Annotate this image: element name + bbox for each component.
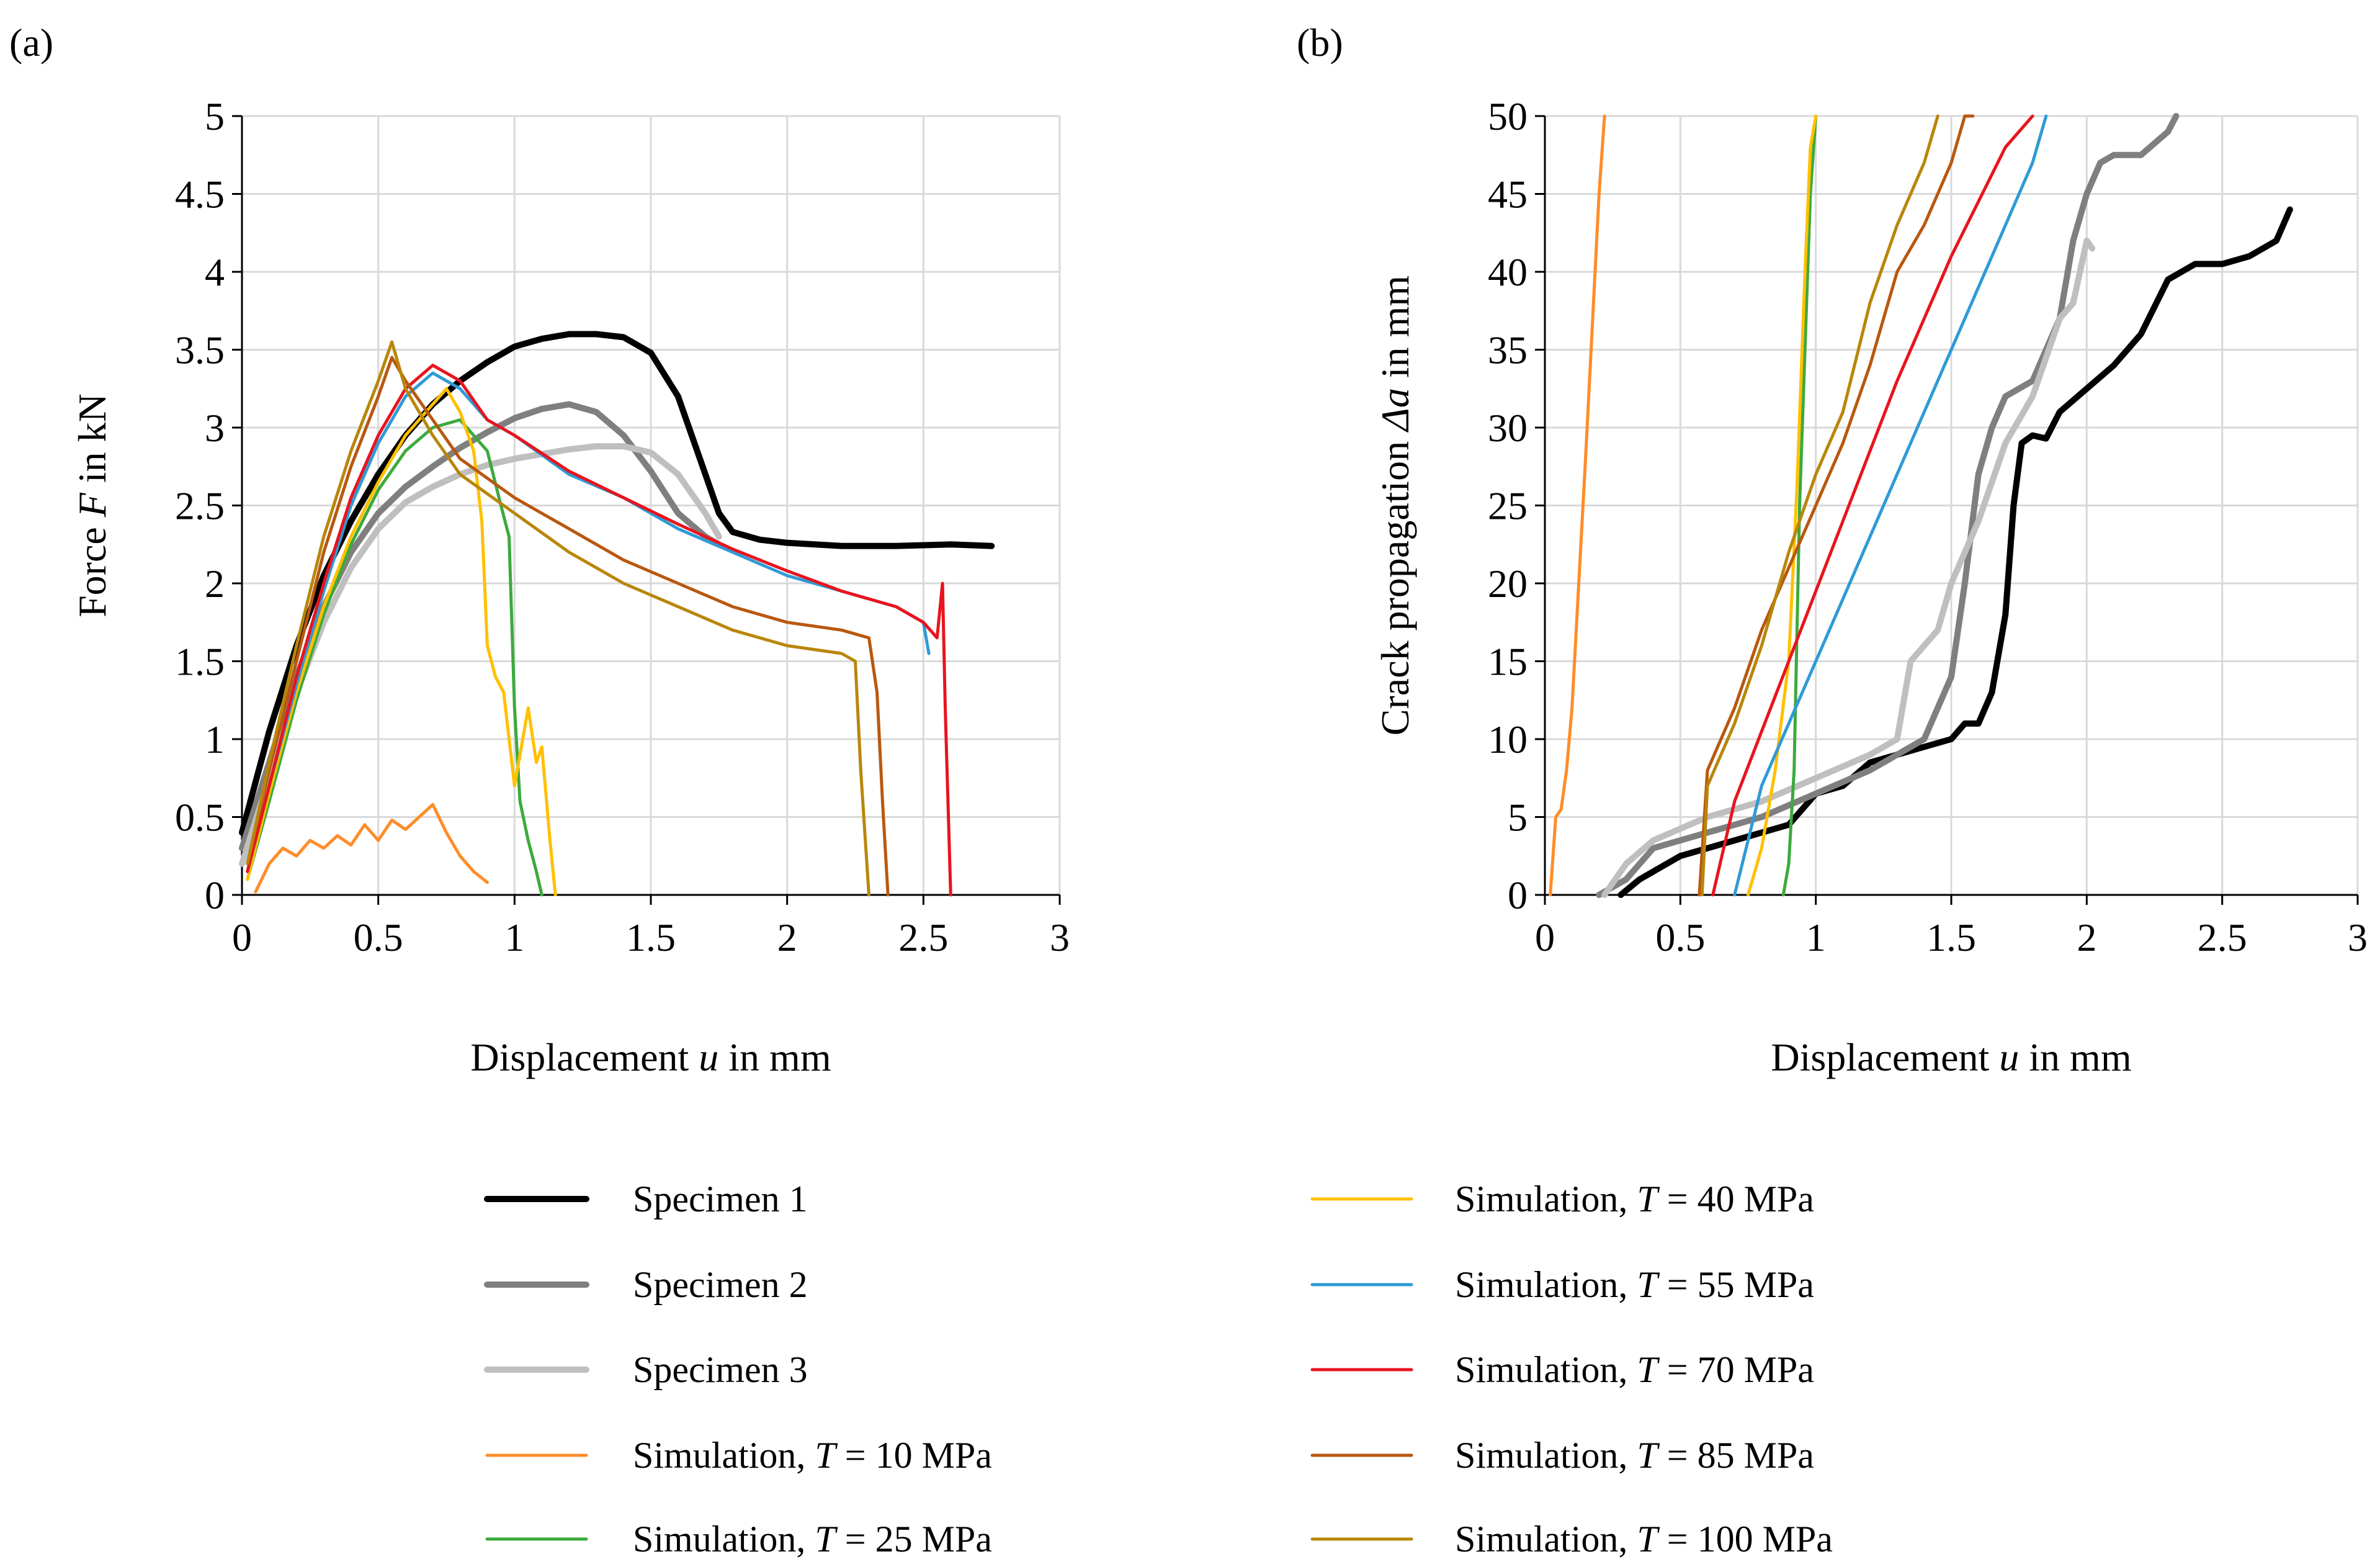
- series-line-specimen_1: [1617, 206, 2293, 898]
- series-line-sim_25: [1781, 114, 1818, 897]
- legend-label: Simulation, T = 100 MPa: [1455, 1519, 1833, 1560]
- series-line-sim_85: [246, 356, 890, 897]
- y-tick-label: 1.5: [175, 640, 225, 684]
- legend-label: Simulation, T = 40 MPa: [1455, 1179, 1814, 1219]
- x-tick-label: 1: [504, 915, 524, 959]
- legend-label: Simulation, T = 10 MPa: [633, 1435, 992, 1476]
- y-tick-label: 15: [1488, 640, 1528, 684]
- x-tick-label: 1.5: [1926, 915, 1976, 959]
- series-line-sim_100: [246, 340, 870, 897]
- legend-label: Simulation, T = 70 MPa: [1455, 1349, 1814, 1390]
- y-tick-label: 0.5: [175, 796, 225, 840]
- x-tick-label: 0: [1535, 915, 1555, 959]
- series-line-sim_100: [1700, 114, 1939, 897]
- y-tick-label: 1: [205, 717, 225, 761]
- legend-label: Specimen 3: [633, 1349, 808, 1390]
- legend-item-sim_10: Simulation, T = 10 MPa: [485, 1435, 992, 1476]
- y-tick-label: 50: [1488, 94, 1528, 138]
- chart-panel-b: (b)0 0.5 1 1.5 2 2.5 305101520253035404550Disp…: [1297, 20, 2368, 1079]
- x-tick-label: 0.5: [1655, 915, 1705, 959]
- y-tick-label: 5: [205, 94, 225, 138]
- legend-label: Simulation, T = 25 MPa: [633, 1519, 992, 1560]
- y-tick-label: 3.5: [175, 328, 225, 372]
- legend-item-specimen_2: Specimen 2: [484, 1264, 808, 1305]
- series-line-specimen_3: [239, 443, 722, 867]
- y-tick-label: 35: [1488, 328, 1528, 372]
- series-line-sim_10: [1549, 114, 1606, 897]
- series-group: [1549, 113, 2293, 898]
- y-tick-label: 4.5: [175, 173, 225, 217]
- series-line-sim_55: [1733, 114, 2048, 897]
- legend-item-sim_25: Simulation, T = 25 MPa: [485, 1519, 992, 1560]
- y-tick-label: 3: [205, 406, 225, 450]
- panel-label: (a): [9, 20, 53, 65]
- y-tick-label: 45: [1488, 173, 1528, 217]
- legend-label: Specimen 2: [633, 1264, 808, 1305]
- legend-item-specimen_3: Specimen 3: [484, 1349, 808, 1390]
- x-tick-label: 3: [2348, 915, 2368, 959]
- legend-item-sim_85: Simulation, T = 85 MPa: [1310, 1435, 1814, 1476]
- x-tick-label: 1: [1806, 915, 1826, 959]
- series-line-specimen_1: [239, 331, 995, 836]
- y-tick-label: 2: [205, 562, 225, 606]
- y-tick-label: 5: [1508, 796, 1528, 840]
- series-line-sim_40: [1747, 114, 1818, 897]
- y-tick-label: 4: [205, 250, 225, 294]
- y-tick-label: 0: [1508, 873, 1528, 917]
- legend-label: Simulation, T = 55 MPa: [1455, 1264, 1814, 1305]
- chart-panel-a: (a) 0 0.5 1 1.5 2 2.5 3 0 0.5 1 1.5 2 2.5 3 3.5 4 4.5 5 Dis…: [9, 20, 1070, 1079]
- series-line-specimen_3: [1601, 237, 2096, 898]
- x-tick-label: 2.5: [898, 915, 948, 959]
- series-line-specimen_2: [1596, 113, 2180, 898]
- series-line-sim_10: [254, 802, 489, 894]
- legend-item-sim_40: Simulation, T = 40 MPa: [1310, 1179, 1814, 1219]
- x-tick-label: 3: [1050, 915, 1070, 959]
- y-tick-label: 2.5: [175, 484, 225, 528]
- y-tick-label: 0: [205, 873, 225, 917]
- y-axis-label: Crack propagation Δa in mm: [1373, 276, 1417, 735]
- legend-item-sim_70: Simulation, T = 70 MPa: [1310, 1349, 1814, 1390]
- y-tick-label: 20: [1488, 562, 1528, 606]
- series-line-sim_70: [1711, 114, 2034, 897]
- y-axis-label: Force F in kN: [70, 393, 114, 617]
- legend: Specimen 1 Specimen 2 Specimen 3 Simulation…: [484, 1179, 1833, 1560]
- legend-item-specimen_1: Specimen 1: [484, 1179, 808, 1219]
- y-tick-label: 30: [1488, 406, 1528, 450]
- x-tick-label: 0.5: [354, 915, 403, 959]
- x-tick-label: 2: [777, 915, 797, 959]
- y-tick-label: 40: [1488, 250, 1528, 294]
- x-axis-label: Displacement u in mm: [470, 1035, 831, 1079]
- x-axis-label: Displacement u in mm: [1771, 1035, 2131, 1079]
- series-line-sim_85: [1698, 114, 1975, 897]
- series-line-sim_40: [246, 387, 557, 897]
- legend-item-sim_55: Simulation, T = 55 MPa: [1310, 1264, 1814, 1305]
- x-tick-label: 2: [2077, 915, 2096, 959]
- grid: [242, 115, 1061, 895]
- legend-label: Specimen 1: [633, 1179, 808, 1219]
- series-line-sim_70: [246, 364, 952, 897]
- y-tick-label: 25: [1488, 484, 1528, 528]
- x-tick-label: 1.5: [626, 915, 676, 959]
- legend-label: Simulation, T = 85 MPa: [1455, 1435, 1814, 1476]
- x-tick-label: 2.5: [2198, 915, 2247, 959]
- y-tick-label: 10: [1488, 717, 1528, 761]
- x-tick-label: 0: [232, 915, 252, 959]
- panel-label: (b): [1297, 20, 1343, 65]
- series-group: [239, 331, 995, 897]
- legend-item-sim_100: Simulation, T = 100 MPa: [1310, 1519, 1833, 1560]
